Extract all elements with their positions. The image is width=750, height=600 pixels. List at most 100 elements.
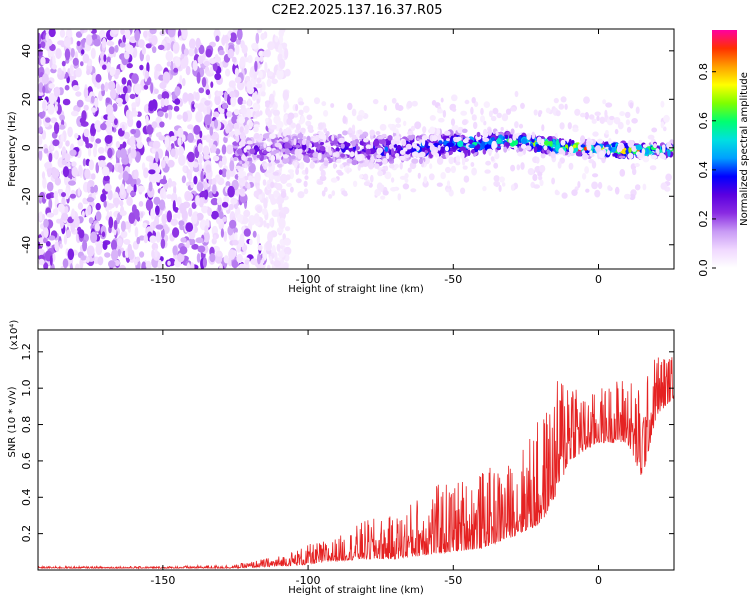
snr-y-ticks: 0.20.40.60.81.01.2 bbox=[20, 343, 674, 542]
spectrogram-cell bbox=[69, 64, 74, 76]
spectrogram-cell bbox=[370, 174, 374, 183]
spectrogram-cell bbox=[43, 237, 47, 244]
spectrogram-cell bbox=[67, 126, 73, 138]
spectrogram-cell bbox=[195, 91, 200, 102]
spectrogram-cell bbox=[265, 101, 270, 108]
spectrogram-cell bbox=[450, 118, 456, 126]
spectrogram-cell bbox=[462, 138, 469, 144]
spectrogram-cell bbox=[264, 61, 268, 74]
spectrogram-cell bbox=[196, 253, 201, 263]
spectrogram-cell bbox=[103, 200, 107, 208]
spectrogram-cell bbox=[192, 60, 198, 72]
spectrogram-cell bbox=[604, 109, 608, 118]
spectrogram-cell bbox=[49, 255, 53, 266]
spectrogram-cell bbox=[580, 144, 586, 148]
spectrogram-cell bbox=[407, 167, 412, 173]
spectrogram-cell bbox=[500, 126, 504, 131]
spectrogram-cell bbox=[236, 213, 244, 223]
spectrogram-cell bbox=[298, 101, 305, 106]
spectrogram-cell bbox=[323, 110, 329, 117]
spectrogram-cell bbox=[258, 193, 263, 201]
spectrogram-cell bbox=[83, 104, 89, 111]
spectrogram-cell bbox=[283, 100, 289, 109]
spectrogram-cell bbox=[261, 257, 265, 264]
spectrogram-cell bbox=[261, 208, 268, 216]
spectrogram-cell bbox=[119, 148, 127, 159]
spectrogram-cell bbox=[174, 86, 181, 97]
spectrogram-cell bbox=[173, 67, 179, 73]
spectrogram-cell bbox=[100, 225, 107, 236]
spectrogram-cell bbox=[75, 91, 82, 97]
snr-x-tick-label: -150 bbox=[150, 574, 175, 587]
spectrogram-x-tick-label: 0 bbox=[595, 273, 602, 286]
spectrogram-cell bbox=[109, 66, 116, 77]
snr-x-tick-label: -100 bbox=[296, 574, 321, 587]
spectrogram-cell bbox=[363, 137, 369, 143]
spectrogram-cell bbox=[272, 109, 280, 117]
spectrogram-cell bbox=[120, 42, 126, 48]
spectrogram-cell bbox=[106, 126, 113, 135]
spectrogram-cell bbox=[471, 114, 477, 121]
spectrogram-cell bbox=[439, 146, 446, 154]
spectrogram-cell bbox=[499, 176, 505, 183]
spectrogram-cell bbox=[363, 181, 371, 186]
spectrogram-cell bbox=[389, 163, 395, 169]
spectrogram-cell bbox=[173, 105, 180, 112]
spectrogram-cell bbox=[275, 124, 281, 132]
spectrogram-cell bbox=[491, 137, 495, 141]
spectrogram-cell bbox=[504, 134, 509, 139]
spectrogram-cells bbox=[38, 29, 674, 269]
spectrogram-cell bbox=[233, 156, 238, 161]
spectrogram-cell bbox=[581, 173, 587, 180]
spectrogram-cell bbox=[422, 126, 427, 134]
spectrogram-cell bbox=[143, 30, 148, 38]
spectrogram-cell bbox=[95, 138, 102, 144]
spectrogram-cell bbox=[229, 32, 237, 43]
spectrogram-cell bbox=[211, 177, 217, 187]
spectrogram-cell bbox=[295, 167, 299, 175]
spectrogram-cell bbox=[575, 151, 583, 157]
spectrogram-cell bbox=[665, 173, 672, 182]
spectrogram-cell bbox=[209, 66, 214, 74]
spectrogram-cell bbox=[212, 62, 218, 72]
spectrogram-cell bbox=[80, 255, 87, 261]
spectrogram-cell bbox=[226, 144, 234, 155]
spectrogram-cell bbox=[538, 175, 543, 181]
spectrogram-cell bbox=[100, 123, 107, 131]
spectrogram-cell bbox=[159, 178, 168, 185]
spectrogram-cell bbox=[242, 100, 247, 105]
spectrogram-cell bbox=[119, 183, 125, 196]
spectrogram-cell bbox=[632, 168, 637, 176]
spectrogram-cell bbox=[419, 158, 423, 165]
spectrogram-cell bbox=[195, 195, 200, 206]
spectrogram-cell bbox=[386, 140, 391, 146]
spectrogram-cell bbox=[157, 44, 165, 51]
spectrogram-cell bbox=[188, 48, 195, 57]
spectrogram-cell bbox=[86, 197, 95, 203]
spectrogram-cell bbox=[346, 167, 350, 174]
spectrogram-cell bbox=[187, 170, 193, 182]
spectrogram-cell bbox=[297, 133, 304, 139]
spectrogram-cell bbox=[111, 29, 120, 35]
spectrogram-cell bbox=[257, 29, 263, 34]
spectrogram-cell bbox=[445, 188, 451, 193]
spectrogram-cell bbox=[52, 139, 60, 147]
spectrogram-cell bbox=[585, 188, 590, 193]
spectrogram-cell bbox=[283, 262, 289, 269]
spectrogram-cell bbox=[229, 219, 237, 229]
spectrogram-cell bbox=[348, 127, 353, 134]
spectrogram-cell bbox=[45, 241, 51, 247]
spectrogram-cell bbox=[462, 165, 468, 170]
spectrogram-cell bbox=[572, 144, 577, 149]
spectrogram-cell bbox=[273, 260, 281, 267]
spectrogram-cell bbox=[406, 100, 413, 109]
spectrogram-cell bbox=[510, 184, 515, 191]
spectrogram-cell bbox=[38, 116, 42, 128]
spectrogram-cell bbox=[148, 156, 155, 162]
spectrogram-cell bbox=[43, 262, 49, 269]
spectrogram-cell bbox=[222, 102, 228, 110]
spectrogram-cell bbox=[482, 186, 487, 192]
spectrogram-cell bbox=[152, 46, 157, 54]
spectrogram-cell bbox=[107, 81, 116, 91]
spectrogram-cell bbox=[89, 29, 93, 32]
